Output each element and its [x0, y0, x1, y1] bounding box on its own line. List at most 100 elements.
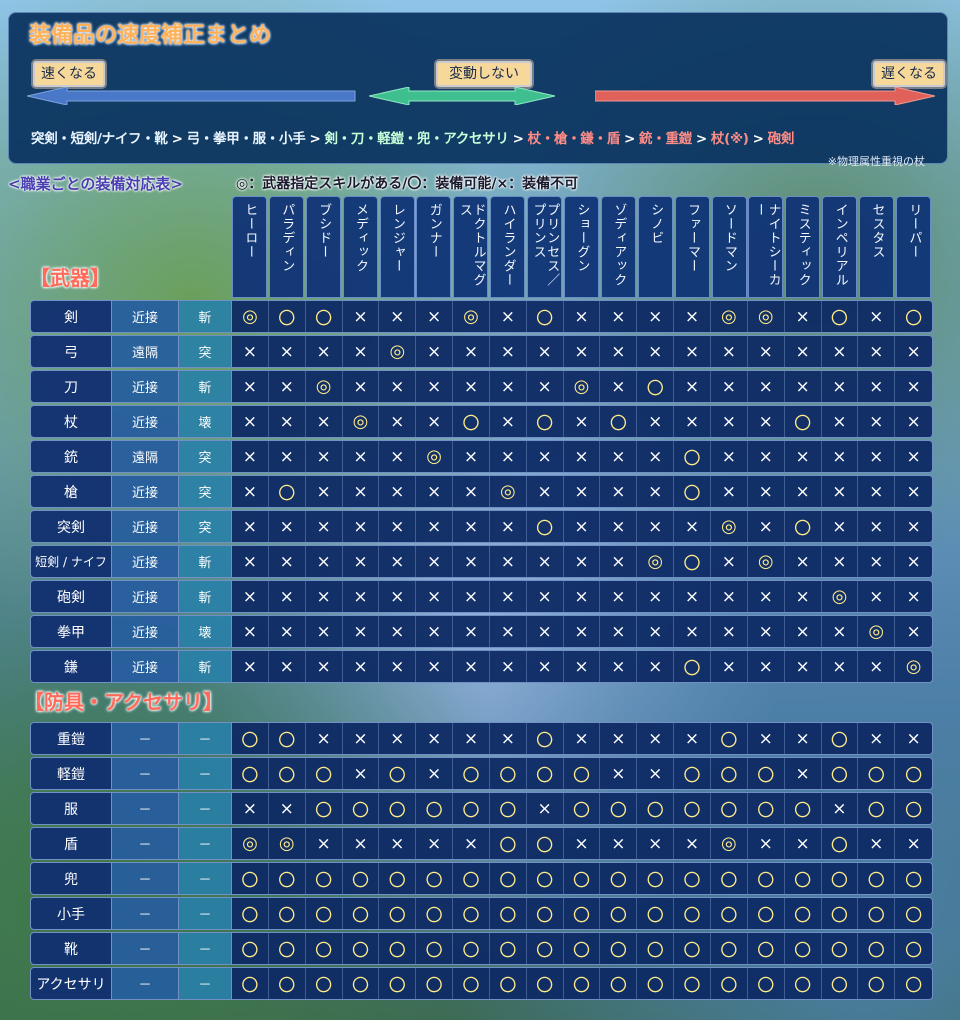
mark-cross: × [600, 371, 638, 402]
mark-cross: × [232, 581, 269, 612]
mark-cross: × [232, 336, 269, 367]
faster-label-badge: 速くなる [31, 59, 107, 89]
equipment-name: 槍 [30, 475, 112, 508]
mark-cross: × [637, 511, 675, 542]
job-marks: × × × × × ◎ × × × × × × 〇 × × × × × × [232, 440, 933, 473]
job-header: ガンナー [416, 196, 452, 298]
range-cell: － [112, 722, 179, 755]
attribute-cell: 突 [179, 335, 232, 368]
mark-cross: × [711, 651, 748, 682]
job-marks: × × × × × × × × 〇 × × × × ◎ × 〇 × × × [232, 510, 933, 543]
mark-cross: × [822, 476, 859, 507]
mark-cross: × [490, 651, 527, 682]
table-row: アクセサリ－－〇〇〇〇〇〇〇〇〇〇〇〇〇〇〇〇〇〇〇 [30, 967, 933, 1000]
mark-circle: 〇 [674, 863, 711, 894]
job-header-label: リーパー [906, 203, 922, 259]
order-group-red: 砲剣 [767, 131, 795, 147]
table-row: 軽鎧－－〇〇〇 × 〇 × 〇〇〇〇 × × 〇〇〇 × 〇〇〇 [30, 757, 933, 790]
mark-cross: × [748, 406, 785, 437]
mark-circle: 〇 [600, 863, 638, 894]
mark-circle: 〇 [905, 906, 923, 926]
mark-double: ◎ [416, 441, 454, 472]
job-header-label: パラディン [279, 203, 295, 273]
mark-cross: × [379, 511, 417, 542]
range-cell: － [112, 862, 179, 895]
mark-circle: 〇 [306, 933, 343, 964]
mark-cross: × [748, 651, 785, 682]
equipment-name: 小手 [30, 897, 112, 930]
mark-circle: 〇 [564, 898, 601, 929]
range-cell: － [112, 932, 179, 965]
order-separator: > [624, 131, 636, 147]
order-footnote: ※物理属性重視の杖 [827, 155, 925, 168]
mark-circle: 〇 [269, 898, 306, 929]
equipment-name: 杖 [30, 405, 112, 438]
mark-cross: × [748, 371, 785, 402]
mark-cross: × [748, 828, 785, 859]
order-separator: > [512, 131, 524, 147]
mark-cross: × [748, 441, 785, 472]
mark-cross: × [785, 723, 822, 754]
mark-circle: 〇 [785, 511, 822, 542]
mark-circle: 〇 [343, 793, 380, 824]
job-header-label: ファーマー [685, 203, 700, 273]
order-separator: > [309, 131, 321, 147]
mark-circle: 〇 [674, 476, 711, 507]
table-row: 小手－－〇〇〇〇〇〇〇〇〇〇〇〇〇〇〇〇〇〇〇 [30, 897, 933, 930]
equipment-name: 靴 [30, 932, 112, 965]
mark-cross: × [674, 828, 711, 859]
range-cell: 近接 [112, 545, 179, 578]
mark-cross: × [564, 336, 601, 367]
mark-cross: × [453, 336, 490, 367]
attribute-cell: 突 [179, 440, 232, 473]
mark-circle: 〇 [711, 758, 748, 789]
job-marks: × × × × × × × × × × × × × × × × × ◎ × [232, 615, 933, 648]
equipment-name: 拳甲 [30, 615, 112, 648]
mark-circle: 〇 [453, 863, 490, 894]
mark-circle: 〇 [674, 968, 711, 999]
mark-cross: × [748, 581, 785, 612]
mark-circle: 〇 [379, 793, 417, 824]
job-marks: 〇〇〇〇〇〇〇〇〇〇〇〇〇〇〇〇〇〇〇 [232, 967, 933, 1000]
mark-cross: × [269, 793, 306, 824]
table-row: 短剣 / ナイフ 近接斬 × × × × × × × × × × × ◎ 〇 × ◎ × × × × [30, 545, 933, 578]
mark-cross: × [343, 723, 380, 754]
mark-cross: × [822, 616, 859, 647]
job-header-label: ナイトシーカー [751, 203, 781, 287]
mark-cross: × [858, 371, 896, 402]
mark-cross: × [748, 336, 785, 367]
mark-circle: 〇 [306, 863, 343, 894]
mark-cross: × [232, 441, 269, 472]
mark-circle: 〇 [453, 898, 490, 929]
mark-cross: × [306, 546, 343, 577]
mark-cross: × [564, 476, 601, 507]
mark-cross: × [564, 616, 601, 647]
mark-cross: × [711, 616, 748, 647]
mark-cross: × [343, 581, 380, 612]
mark-cross: × [785, 371, 822, 402]
range-cell: － [112, 897, 179, 930]
job-header-label: インペリアル [832, 203, 848, 287]
mark-cross: × [711, 336, 748, 367]
mark-circle: 〇 [600, 933, 638, 964]
mark-cross: × [416, 476, 454, 507]
mark-cross: × [269, 581, 306, 612]
mark-double: ◎ [343, 406, 380, 437]
attribute-cell: － [179, 827, 232, 860]
mark-cross: × [416, 301, 454, 332]
mark-circle: 〇 [600, 898, 638, 929]
table-row: 剣近接斬 ◎ 〇〇 × × × ◎ × 〇 × × × × ◎ ◎ × 〇 × 〇 [30, 300, 933, 333]
mark-circle: 〇 [711, 863, 748, 894]
mark-cross: × [600, 511, 638, 542]
mark-circle: 〇 [600, 406, 638, 437]
attribute-cell: 突 [179, 475, 232, 508]
mark-cross: × [785, 581, 822, 612]
mark-cross: × [785, 476, 822, 507]
mark-cross: × [232, 511, 269, 542]
mark-cross: × [564, 301, 601, 332]
mark-cross: × [748, 476, 785, 507]
mark-cross: × [674, 581, 711, 612]
mark-circle: 〇 [490, 898, 527, 929]
mark-cross: × [822, 406, 859, 437]
mark-cross: × [416, 723, 454, 754]
